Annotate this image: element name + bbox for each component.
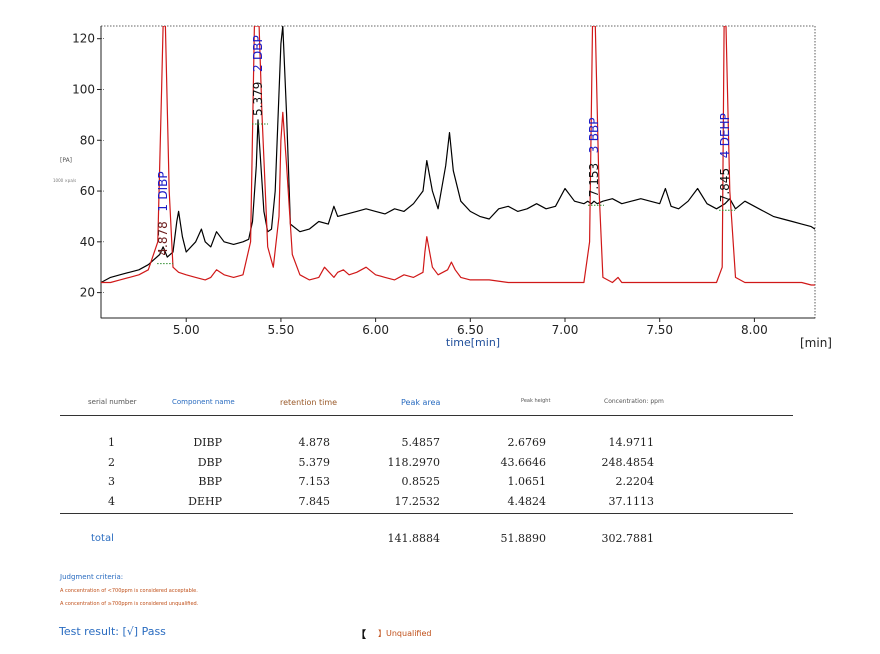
header-serial-number: serial number [88, 398, 137, 406]
peak-annotations: 4.878 1 DIBP 5.379 2 DBP 7.153 3 BBP 7.845 4 DEHP [156, 35, 736, 265]
y-axis-unit-label-small: 1000 ×pa/s [53, 178, 76, 183]
y-tick-label: 60 [80, 184, 95, 198]
x-axis-ticks: 5.00 5.50 6.00 6.50 7.00 7.50 8.00 [173, 318, 768, 337]
peak-height-cell: 43.6646 [500, 455, 547, 469]
y-tick-label: 100 [72, 82, 95, 96]
header-concentration: Concentration: ppm [604, 398, 664, 405]
retention-time-cell: 5.379 [298, 455, 331, 469]
y-axis-unit-label: [PA] [60, 157, 72, 164]
component-name-cell: DBP [197, 455, 222, 469]
peak-component-name: DBP [251, 35, 265, 60]
x-tick-label: 6.00 [362, 323, 389, 337]
chromatogram-traces [101, 26, 815, 286]
peak-label-dehp: 7.845 4 DEHP [718, 113, 732, 202]
criteria-acceptable: A concentration of <700ppm is considered… [60, 588, 198, 594]
retention-time-cell: 4.878 [298, 436, 331, 449]
peak-number: 4 [718, 151, 732, 159]
y-axis-ticks: 20 40 60 80 100 120 [72, 32, 105, 300]
chromatogram-chart: 20 40 60 80 100 120 5.00 5.50 6.00 6.50 7.00 7.50 8… [53, 25, 832, 350]
concentration-cell: 14.9711 [608, 436, 655, 449]
unqualified-bracket: 【 [356, 630, 366, 641]
component-name-cell: BBP [198, 475, 222, 488]
total-concentration: 302.7881 [601, 532, 655, 545]
retention-time-cell: 7.845 [298, 494, 331, 508]
criteria-unqualified: A concentration of ≥700ppm is considered… [60, 601, 199, 607]
x-tick-label: 8.00 [741, 323, 768, 337]
x-axis-title: time[min] [446, 336, 500, 349]
peak-component-name: DIBP [156, 171, 170, 199]
y-tick-label: 120 [72, 32, 95, 46]
peak-area-cell: 17.2532 [394, 494, 441, 508]
peak-height-cell: 1.0651 [507, 475, 547, 488]
table-bottom-rule [60, 513, 793, 514]
total-label: total [91, 533, 114, 544]
peak-component-name: DEHP [718, 113, 732, 146]
y-tick-label: 20 [80, 286, 95, 300]
peak-retention-time: 5.379 [251, 82, 265, 116]
peak-height-cell: 2.6769 [507, 436, 547, 449]
concentration-cell: 37.1113 [608, 494, 655, 508]
x-tick-label: 7.00 [552, 323, 579, 337]
total-peak-height: 51.8890 [500, 532, 547, 545]
concentration-cell: 248.4854 [601, 455, 655, 469]
table-top-rule [60, 415, 793, 416]
peak-area-cell: 118.2970 [387, 455, 441, 469]
x-tick-label: 5.00 [173, 323, 200, 337]
peak-number: 1 [156, 204, 170, 212]
x-tick-label: 5.50 [268, 323, 295, 337]
peak-number: 2 [251, 64, 265, 72]
component-name-cell: DEHP [188, 494, 222, 508]
x-tick-label: 6.50 [457, 323, 484, 337]
y-tick-label: 80 [80, 133, 95, 147]
peak-retention-time: 4.878 [156, 221, 170, 255]
component-name-cell: DIBP [193, 436, 222, 449]
header-retention-time: retention time [280, 398, 338, 407]
peak-component-name: BBP [587, 117, 601, 141]
criteria-title: Judgment criteria: [60, 573, 124, 581]
peak-area-cell: 5.4857 [401, 436, 441, 449]
serial-number-cell: 2 [108, 455, 115, 469]
peak-label-dbp: 5.379 2 DBP [251, 35, 265, 116]
serial-number-cell: 3 [108, 475, 115, 488]
header-peak-area: Peak area [401, 398, 441, 407]
peak-retention-time: 7.153 [587, 163, 601, 197]
test-result-unqualified: 】Unqualified [378, 629, 432, 638]
x-axis-unit-label: [min] [800, 336, 832, 350]
serial-number-cell: 4 [108, 494, 115, 508]
concentration-cell: 2.2204 [615, 475, 655, 488]
x-tick-label: 7.50 [646, 323, 673, 337]
peak-label-dibp: 4.878 1 DIBP [156, 171, 170, 255]
peak-label-bbp: 7.153 3 BBP [587, 117, 601, 197]
peak-number: 3 [587, 146, 601, 154]
header-component-name: Component name [172, 398, 235, 406]
peak-retention-time: 7.845 [718, 168, 732, 202]
serial-number-cell: 1 [108, 436, 115, 449]
total-peak-area: 141.8884 [387, 532, 441, 545]
header-peak-height: Peak height [521, 398, 551, 404]
red-trace-line [101, 26, 815, 286]
test-result-pass: Test result: [√] Pass [59, 625, 166, 638]
peak-height-cell: 4.4824 [507, 494, 547, 508]
peak-area-cell: 0.8525 [401, 475, 441, 488]
black-trace-line [101, 26, 815, 284]
retention-time-cell: 7.153 [298, 475, 331, 488]
y-tick-label: 40 [80, 235, 95, 249]
